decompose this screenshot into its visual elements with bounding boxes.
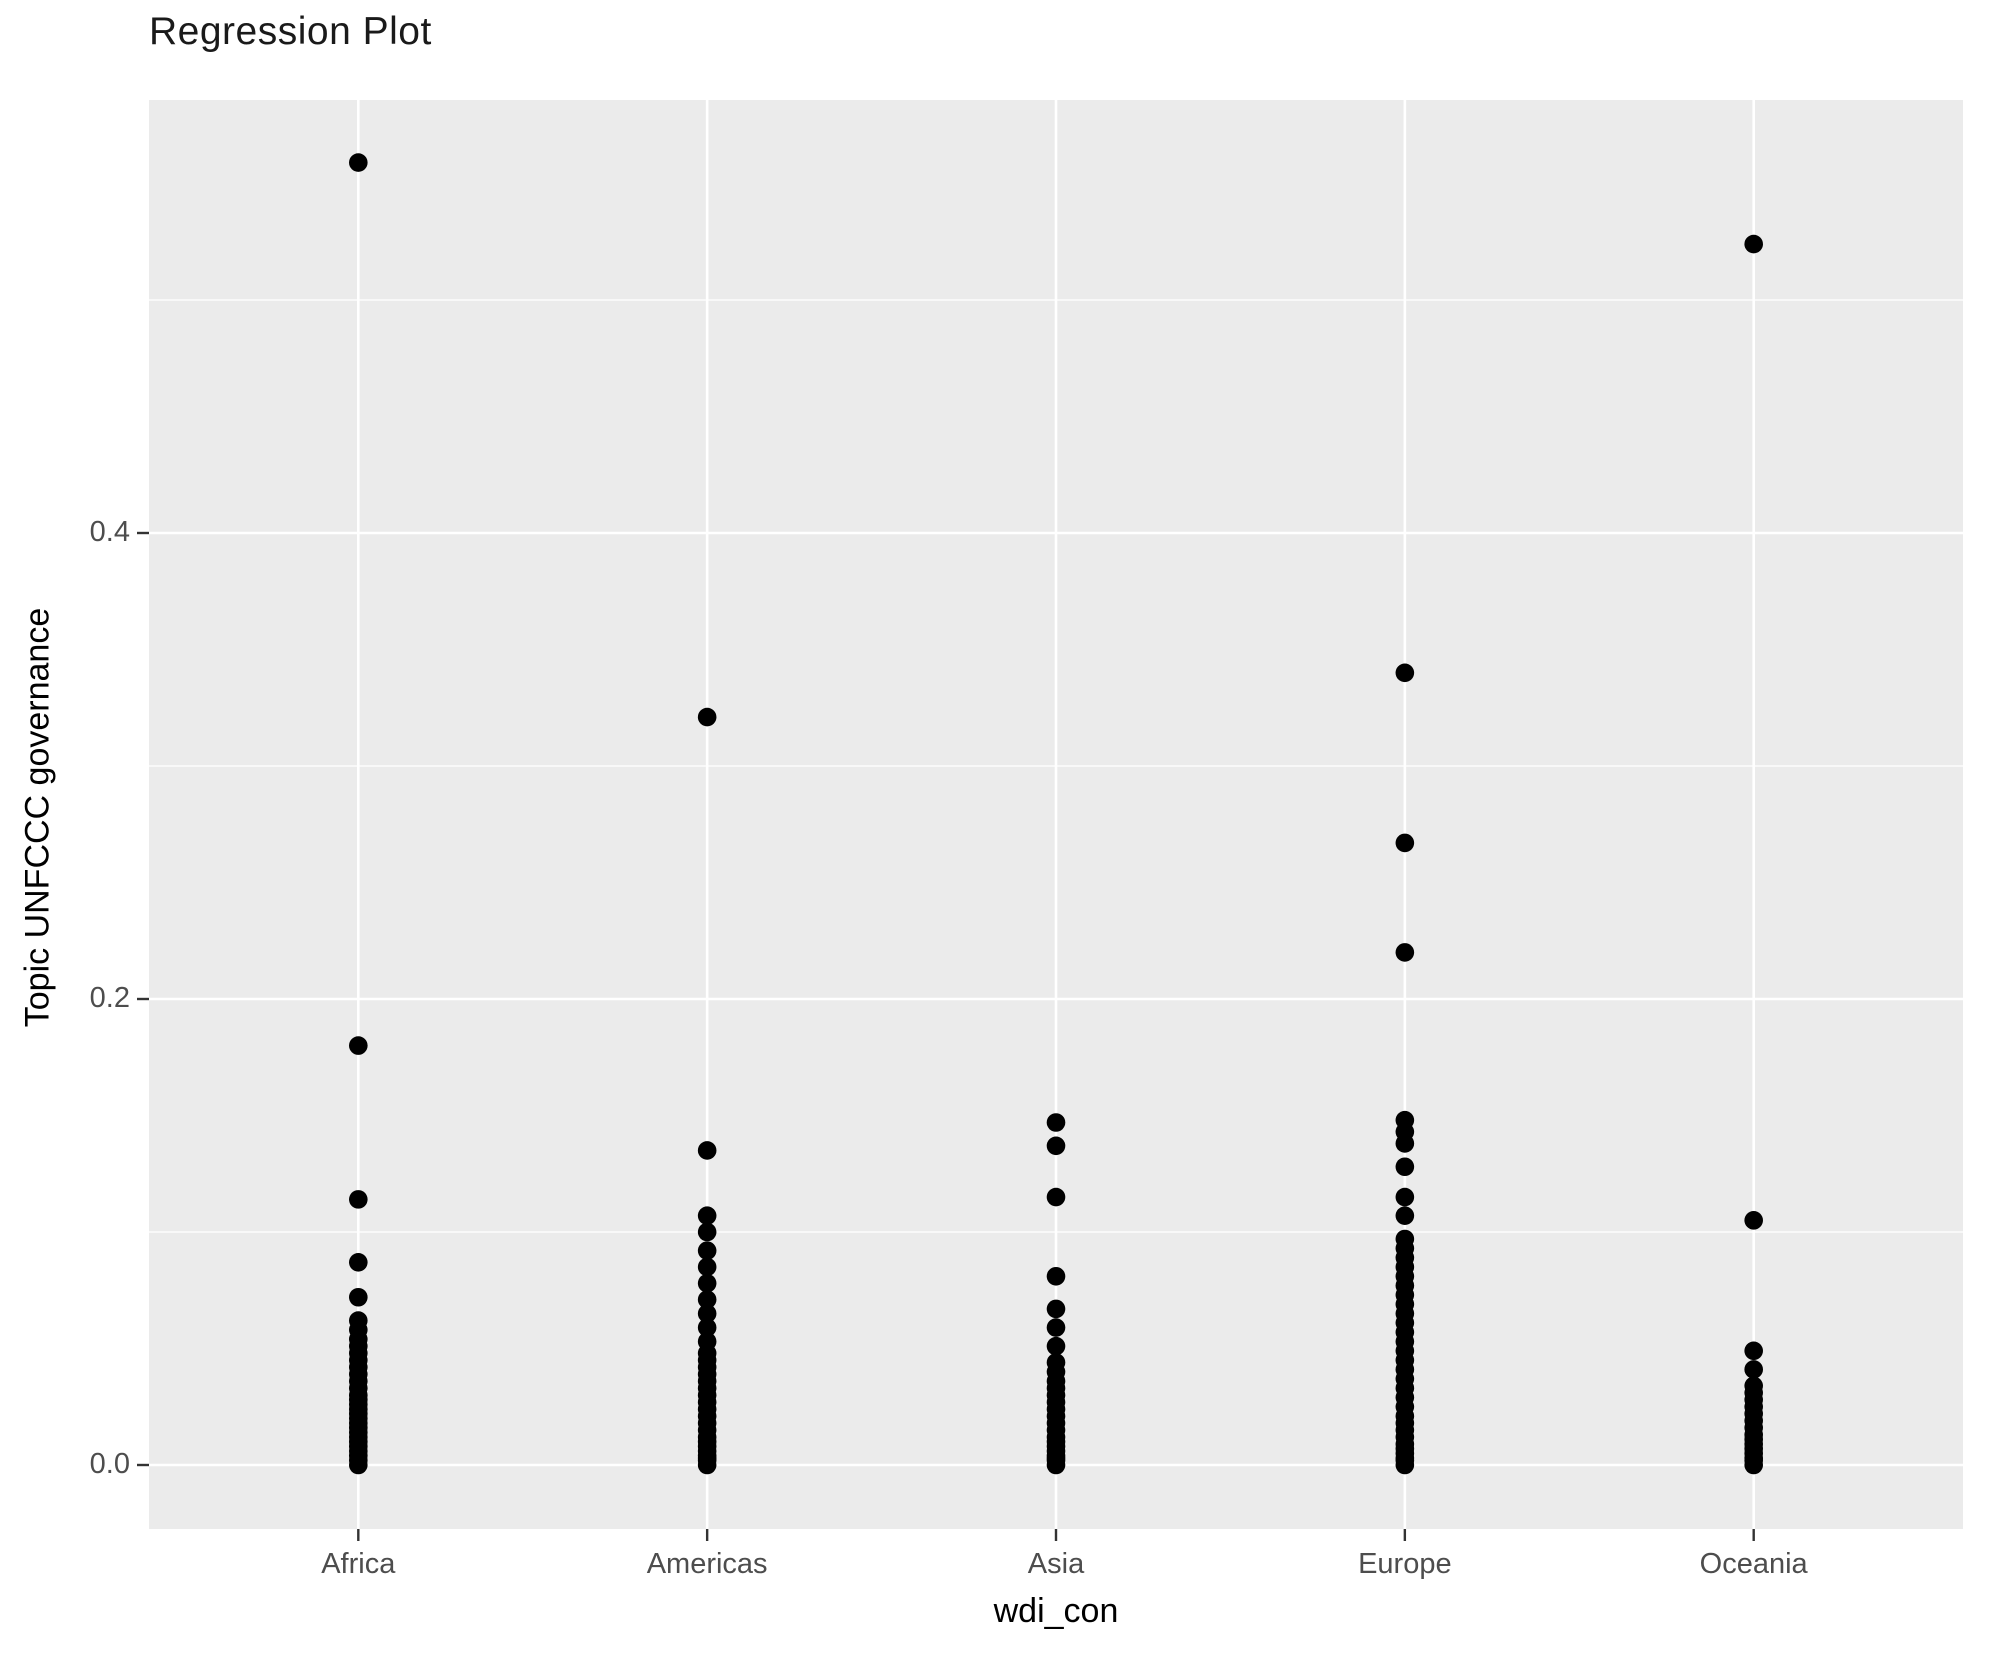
data-point: [697, 1455, 717, 1475]
data-point: [1046, 1136, 1066, 1156]
data-point: [1395, 1157, 1415, 1177]
data-point: [349, 1190, 368, 1209]
data-point: [697, 1222, 717, 1242]
data-point: [1395, 1187, 1415, 1207]
plot-title: Regression Plot: [149, 10, 432, 53]
data-point: [697, 1141, 717, 1160]
y-axis-title: Topic UNFCCC governance: [18, 607, 57, 1028]
data-point: [1046, 1187, 1066, 1207]
data-point: [697, 1257, 717, 1277]
data-point: [697, 1206, 717, 1225]
x-tick-label: Europe: [1358, 1548, 1452, 1580]
data-point: [349, 1036, 368, 1055]
data-point: [1395, 1134, 1415, 1153]
y-tick-label: 0.0: [89, 1448, 130, 1480]
data-point: [1395, 943, 1415, 962]
x-tick-label: Americas: [646, 1548, 768, 1580]
data-point: [1395, 833, 1415, 853]
data-point: [1046, 1455, 1066, 1475]
data-point: [1046, 1336, 1066, 1356]
x-axis-title: wdi_con: [993, 1592, 1119, 1630]
data-point: [697, 1304, 717, 1323]
x-tick-label: Oceania: [1699, 1548, 1808, 1580]
data-point: [1744, 1455, 1763, 1475]
data-point: [1395, 663, 1415, 683]
data-point: [1046, 1113, 1066, 1132]
data-point: [349, 1287, 368, 1307]
data-point: [1046, 1299, 1066, 1319]
data-point: [1046, 1266, 1066, 1286]
x-tick-label: Asia: [1027, 1548, 1085, 1580]
data-point: [1046, 1318, 1066, 1337]
x-tick-label: Africa: [321, 1548, 396, 1580]
data-point: [349, 1455, 368, 1475]
data-point: [1744, 234, 1763, 254]
y-tick-label: 0.2: [89, 982, 130, 1014]
data-point: [697, 1290, 717, 1309]
data-point: [697, 1273, 717, 1293]
y-tick-label: 0.4: [89, 516, 130, 548]
data-point: [697, 1241, 717, 1260]
data-point: [697, 1318, 717, 1337]
data-point: [1395, 1206, 1415, 1225]
data-point: [349, 1252, 368, 1272]
data-point: [1744, 1341, 1763, 1361]
data-point: [1744, 1211, 1763, 1230]
data-point: [1395, 1455, 1415, 1475]
data-point: [1744, 1360, 1763, 1379]
data-point: [349, 153, 368, 172]
data-point: [697, 707, 717, 727]
